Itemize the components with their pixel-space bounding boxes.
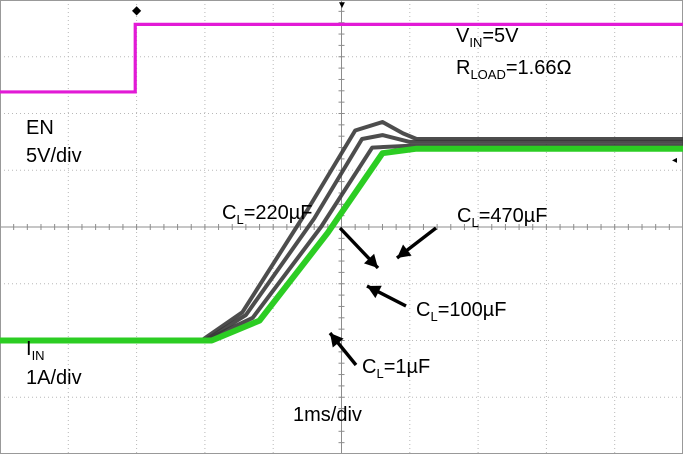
arrow-head bbox=[397, 244, 412, 258]
annotation-1uf: CL=1µF bbox=[362, 356, 430, 381]
arrow-470uf bbox=[395, 226, 438, 260]
annotation-220uf: CL=220µF bbox=[222, 202, 312, 227]
trigger-markers: ◆ ▼ ◂ bbox=[132, 0, 677, 166]
iin-channel-scale: 1A/div bbox=[26, 367, 82, 389]
waveform-traces bbox=[0, 22, 683, 344]
annotation-arrows bbox=[328, 226, 438, 367]
trigger-level-marker: ◂ bbox=[672, 155, 677, 166]
arrow-220uf bbox=[338, 226, 380, 270]
arrow-head bbox=[363, 253, 378, 268]
trigger-position-marker: ▼ bbox=[337, 0, 347, 11]
arrow-1uf bbox=[328, 331, 358, 367]
iin-channel-name: IIN bbox=[26, 338, 45, 363]
vin-label: VIN=5V bbox=[456, 25, 519, 50]
arrow-head bbox=[330, 333, 344, 348]
iin-trace-cl1f bbox=[0, 145, 683, 344]
annotation-100uf: CL=100µF bbox=[416, 299, 506, 324]
time-scale-label: 1ms/div bbox=[293, 404, 362, 426]
en-channel-scale: 5V/div bbox=[26, 145, 82, 167]
iin-trace-cl470f bbox=[0, 120, 683, 343]
en-trace bbox=[0, 22, 683, 94]
en-channel-name: EN bbox=[26, 117, 54, 139]
time-reference-marker: ◆ bbox=[132, 3, 142, 17]
arrow-100uf bbox=[366, 284, 407, 308]
arrow-head bbox=[367, 285, 382, 299]
annotation-470uf: CL=470µF bbox=[457, 205, 547, 230]
rload-label: RLOAD=1.66Ω bbox=[456, 57, 571, 82]
